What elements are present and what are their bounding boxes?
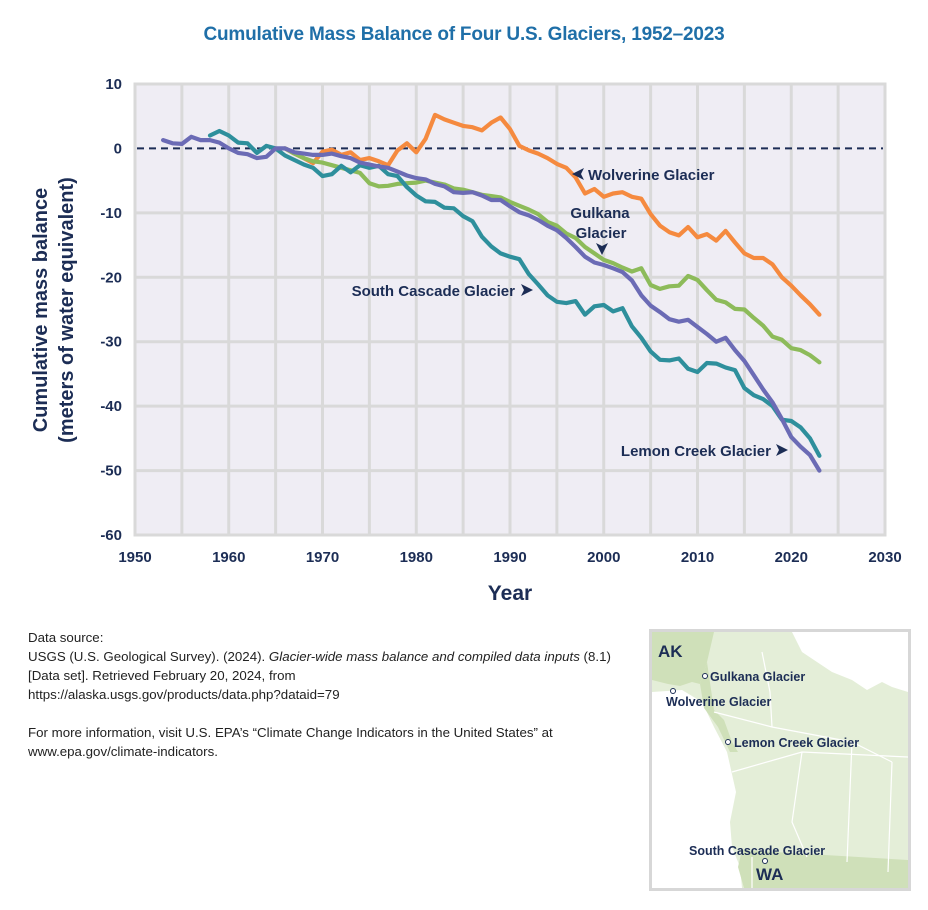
locator-map: AK WA Gulkana Glacier Wolverine Glacier … (649, 629, 911, 891)
series-lines (161, 112, 822, 473)
lemon-creek-arrow-icon (776, 444, 788, 456)
source-heading: Data source: (28, 630, 104, 645)
source-url[interactable]: https://alaska.usgs.gov/products/data.ph… (28, 687, 340, 702)
map-label-wa: WA (756, 865, 783, 884)
data-source-note: Data source: USGS (U.S. Geological Surve… (28, 628, 628, 761)
y-tick-label: 0 (114, 140, 122, 157)
map-label-ak: AK (658, 642, 683, 661)
x-axis-title: Year (488, 582, 532, 605)
x-tick-labels: 1950 1960 1970 1980 1990 2000 2010 2020 2030 (118, 549, 901, 566)
series-line-gulkana-glacier (282, 146, 822, 365)
horizontal-gridlines (135, 211, 885, 473)
south-cascade-arrow-icon (521, 284, 533, 296)
map-marker-south-cascade (762, 858, 768, 864)
annotation-gulkana-line1: Gulkana (570, 205, 630, 222)
map-label-wolverine: Wolverine Glacier (666, 695, 772, 709)
annotation-south-cascade: South Cascade Glacier (352, 283, 516, 300)
map-marker-gulkana (702, 673, 708, 679)
y-tick-label: -30 (100, 334, 122, 351)
series-line-wolverine-glacier (282, 112, 822, 317)
x-tick-label: 2030 (868, 549, 901, 566)
x-tick-label: 2020 (775, 549, 808, 566)
series-line-lemon-creek-glacier (161, 134, 822, 473)
map-washington (738, 850, 908, 888)
series-line-south-cascade-glacier (207, 128, 822, 458)
y-axis-title-line1: Cumulative mass balance (30, 188, 52, 433)
map-arctic-water (792, 632, 908, 692)
y-axis-title-line2: (meters of water equivalent) (56, 177, 78, 443)
x-tick-label: 1960 (212, 549, 245, 566)
x-tick-label: 1980 (400, 549, 433, 566)
x-tick-label: 1970 (306, 549, 339, 566)
map-alaska-panhandle (700, 662, 738, 752)
map-marker-lemon-creek (725, 739, 731, 745)
y-tick-label: -50 (100, 463, 122, 480)
chart-title: Cumulative Mass Balance of Four U.S. Gla… (203, 24, 725, 45)
y-tick-label: -40 (100, 398, 122, 415)
map-alaska (652, 632, 714, 686)
map-label-south-cascade: South Cascade Glacier (689, 844, 825, 858)
annotation-gulkana-line2: Glacier (576, 225, 627, 242)
map-label-lemon-creek: Lemon Creek Glacier (734, 736, 859, 750)
gulkana-arrow-icon (596, 243, 608, 255)
annotation-lemon-creek: Lemon Creek Glacier (621, 443, 771, 460)
chart: 100-10-20-30-40-50-60 1950 1960 1970 1980 19… (30, 76, 902, 605)
y-tick-label: -60 (100, 527, 122, 544)
wolverine-arrow-icon (572, 168, 584, 180)
x-tick-label: 1950 (118, 549, 151, 566)
map-borders (713, 651, 908, 888)
x-tick-label: 2000 (587, 549, 620, 566)
y-tick-label: 10 (105, 76, 122, 93)
y-tick-label: -10 (100, 205, 122, 222)
y-tick-labels: 10 0 -10 -20 -30 -40 -50 -60 (100, 76, 122, 544)
map-canada-land (652, 632, 908, 888)
x-tick-label: 2010 (681, 549, 714, 566)
more-info-link[interactable]: www.epa.gov/climate-indicators. (28, 744, 218, 759)
map-label-gulkana: Gulkana Glacier (710, 670, 805, 684)
map-marker-wolverine (670, 688, 676, 694)
map-svg: AK WA Gulkana Glacier Wolverine Glacier … (652, 632, 908, 888)
source-citation: USGS (U.S. Geological Survey). (2024). G… (28, 649, 611, 683)
more-info-line1: For more information, visit U.S. EPA’s “… (28, 725, 553, 740)
x-tick-label: 1990 (493, 549, 526, 566)
y-tick-label: -20 (100, 269, 122, 286)
annotation-wolverine: Wolverine Glacier (588, 167, 715, 184)
